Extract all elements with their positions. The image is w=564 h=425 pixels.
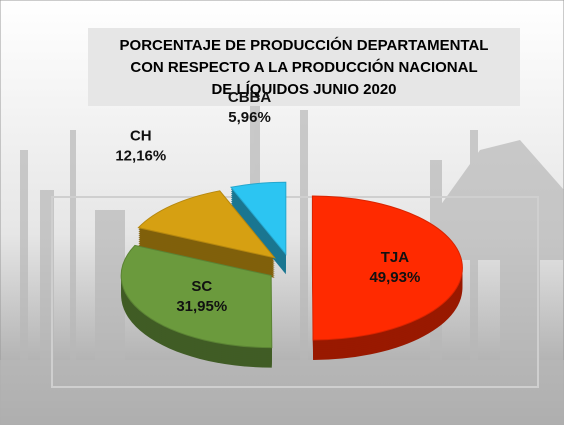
chart-title: CON RESPECTO A LA PRODUCCIÓN NACIONAL [130,58,477,76]
chart-title: PORCENTAJE DE PRODUCCIÓN DEPARTAMENTAL [120,36,489,54]
slice-label: CBBA [228,89,271,106]
slice [137,190,276,259]
value-label: 31,95% [176,298,227,315]
value-label: 49,93% [369,269,420,286]
title-box [88,28,520,106]
plot-border [51,196,539,388]
factory-silhouette [0,80,564,425]
chart-title: DE LÍQUIDOS JUNIO 2020 [211,81,396,98]
slice-label: CH [130,127,152,144]
slice-label: SC [191,278,212,295]
slice [120,244,273,349]
value-label: 12,16% [115,147,166,164]
slice [311,195,464,341]
value-label: 5,96% [228,109,271,126]
slice-label: TJA [381,249,410,266]
slice [230,181,287,256]
